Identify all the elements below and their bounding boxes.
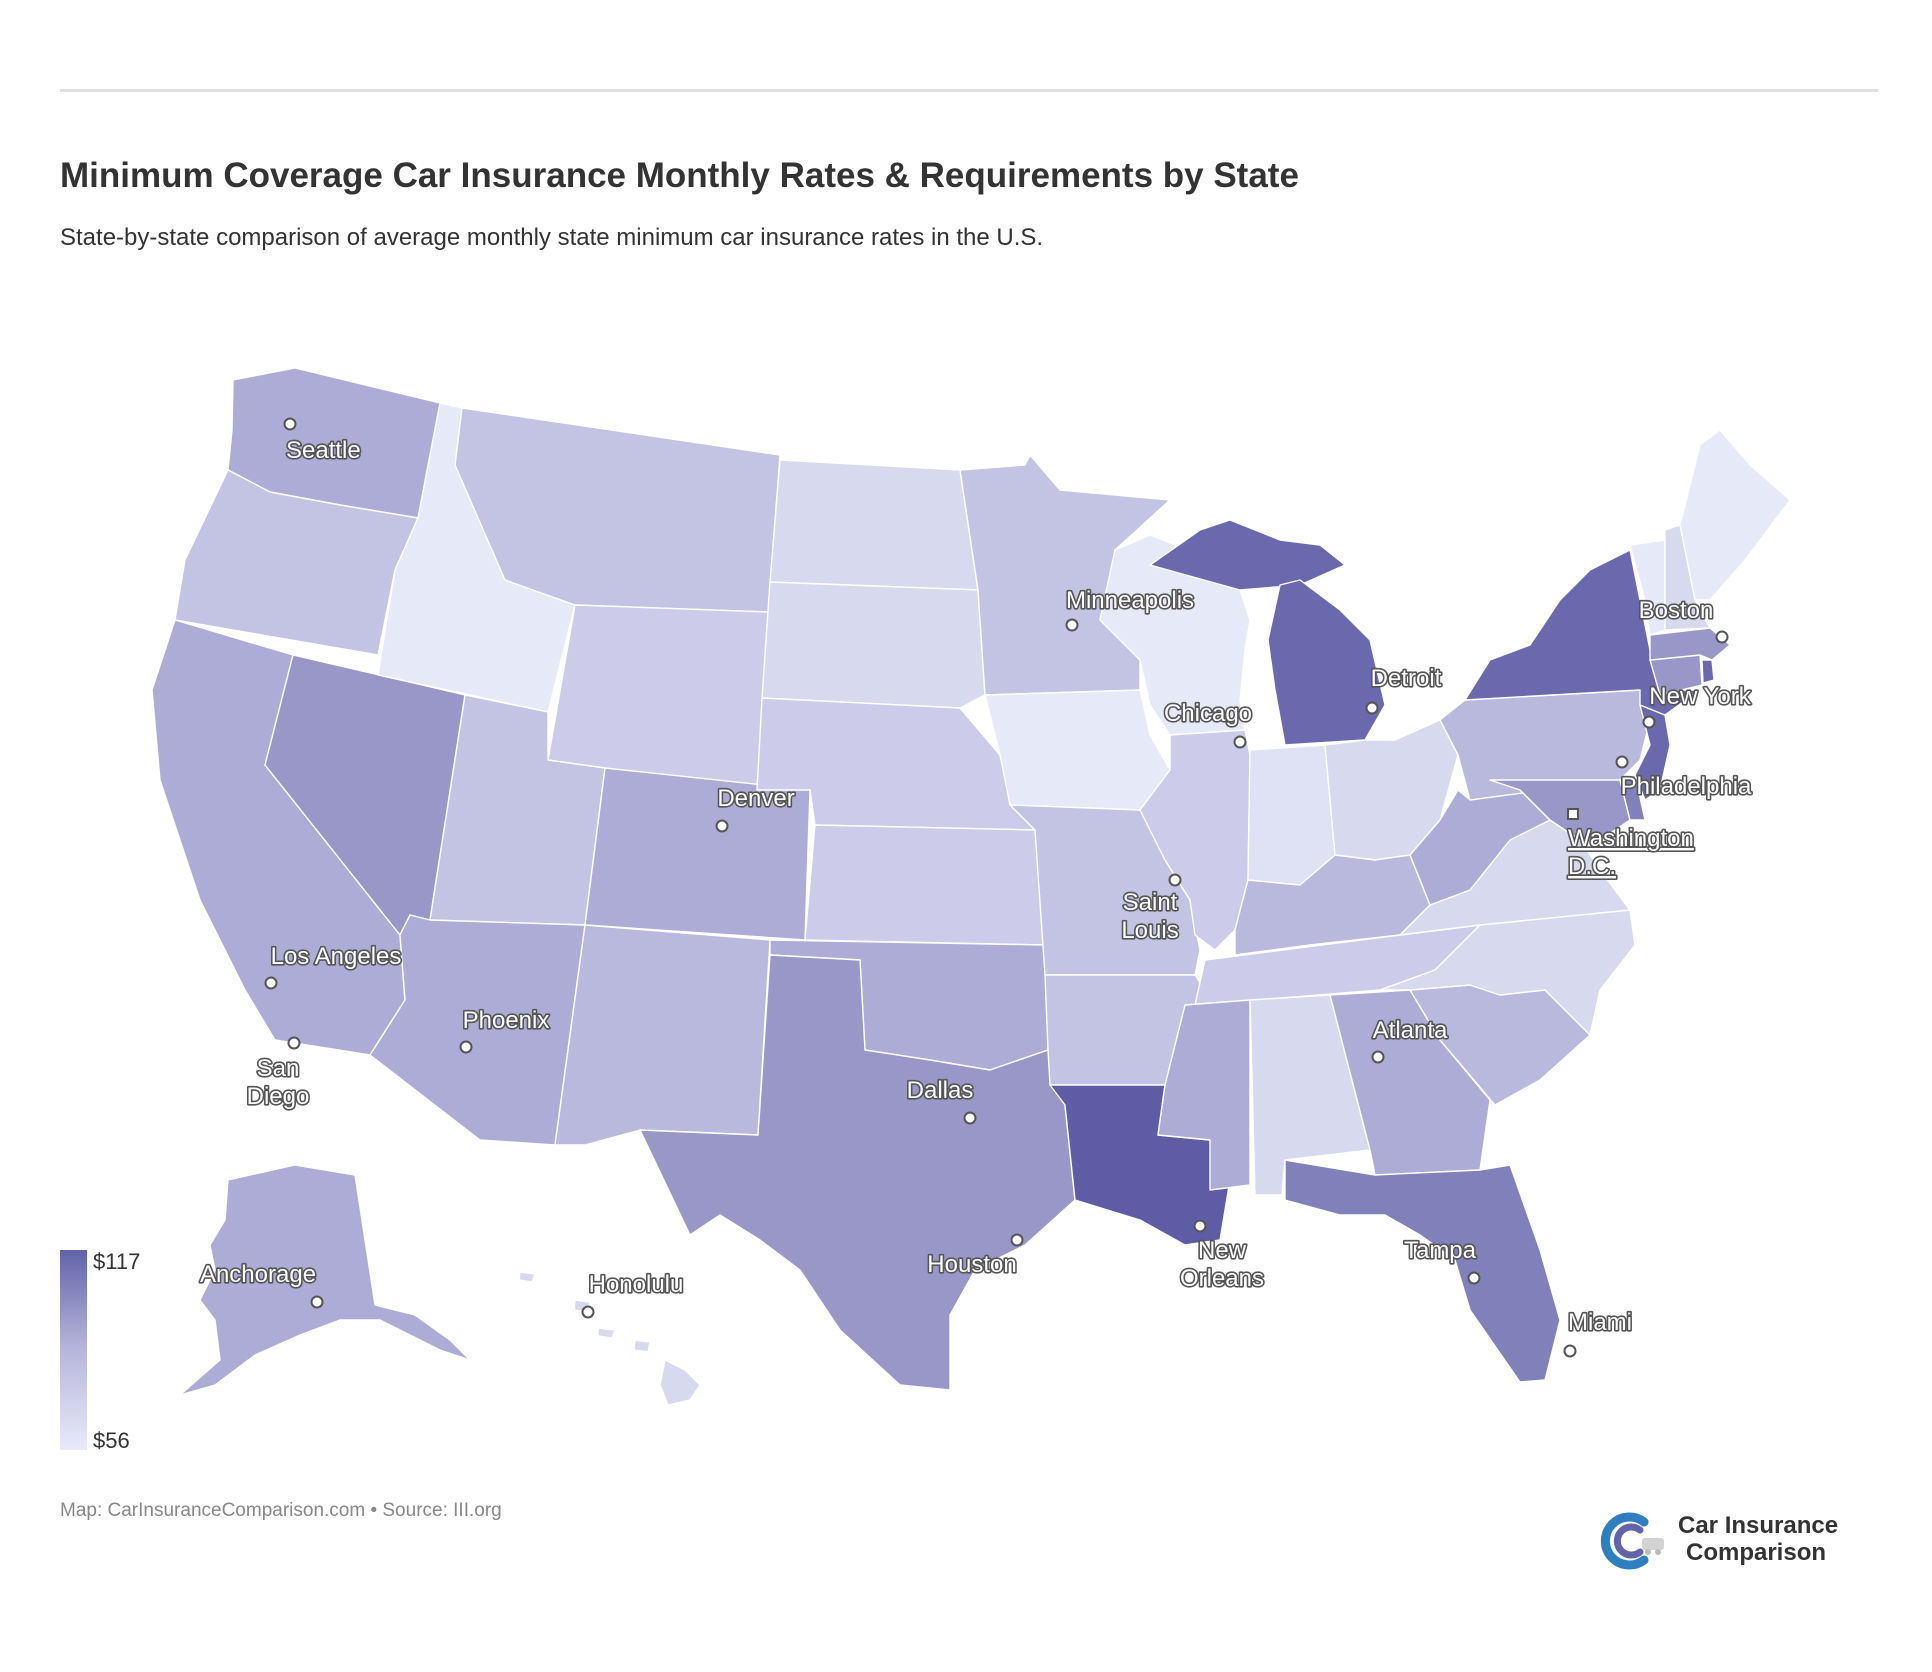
city-label-philadelphia: Philadelphia bbox=[1621, 773, 1752, 800]
city-label-atlanta: Atlanta bbox=[1373, 1017, 1448, 1044]
city-marker-boston[interactable] bbox=[1715, 630, 1729, 644]
state-hawaii[interactable] bbox=[518, 1271, 701, 1406]
state-new-hampshire[interactable] bbox=[1664, 524, 1711, 631]
state-north-dakota[interactable] bbox=[769, 459, 979, 591]
city-marker-honolulu[interactable] bbox=[581, 1305, 595, 1319]
city-label-new-orleans: New Orleans bbox=[1180, 1237, 1264, 1292]
legend-color-scale bbox=[60, 1250, 87, 1450]
legend-max-label: $117 bbox=[93, 1249, 141, 1274]
state-texas[interactable] bbox=[639, 954, 1076, 1391]
city-label-dallas: Dallas bbox=[907, 1077, 974, 1104]
car-insurance-comparison-logo-icon bbox=[1600, 1512, 1664, 1570]
city-marker-dallas[interactable] bbox=[963, 1111, 977, 1125]
city-marker-miami[interactable] bbox=[1563, 1344, 1577, 1358]
state-florida[interactable] bbox=[1284, 1159, 1561, 1383]
city-marker-washington-d-c[interactable] bbox=[1567, 808, 1579, 820]
city-marker-philadelphia[interactable] bbox=[1615, 755, 1629, 769]
city-marker-anchorage[interactable] bbox=[310, 1295, 324, 1309]
state-illinois[interactable] bbox=[1139, 729, 1251, 951]
state-kansas[interactable] bbox=[804, 824, 1046, 946]
city-marker-los-angeles[interactable] bbox=[264, 976, 278, 990]
state-new-mexico[interactable] bbox=[554, 924, 771, 1146]
state-michigan-lower[interactable] bbox=[1267, 579, 1386, 746]
city-label-new-york: New York bbox=[1649, 683, 1751, 710]
city-label-tampa: Tampa bbox=[1404, 1237, 1477, 1264]
state-mississippi[interactable] bbox=[1157, 999, 1251, 1191]
state-south-dakota[interactable] bbox=[761, 581, 986, 709]
city-label-los-angeles: Los Angeles bbox=[271, 943, 402, 970]
state-alaska[interactable] bbox=[179, 1164, 471, 1396]
page-subtitle: State-by-state comparison of average mon… bbox=[60, 224, 1044, 251]
city-label-miami: Miami bbox=[1568, 1309, 1632, 1336]
state-rhode-island[interactable] bbox=[1701, 659, 1715, 684]
state-iowa[interactable] bbox=[984, 689, 1171, 811]
source-credit: Map: CarInsuranceComparison.com • Source… bbox=[60, 1500, 502, 1521]
city-marker-atlanta[interactable] bbox=[1371, 1050, 1385, 1064]
city-label-denver: Denver bbox=[717, 785, 794, 812]
city-label-boston: Boston bbox=[1639, 597, 1714, 624]
city-label-saint-louis: Saint Louis bbox=[1121, 889, 1178, 944]
state-michigan-upper[interactable] bbox=[1149, 519, 1346, 591]
city-label-minneapolis: Minneapolis bbox=[1066, 587, 1194, 614]
city-label-honolulu: Honolulu bbox=[589, 1271, 684, 1298]
legend-min-label: $56 bbox=[93, 1428, 130, 1453]
state-new-york[interactable] bbox=[1464, 549, 1701, 716]
city-marker-tampa[interactable] bbox=[1467, 1271, 1481, 1285]
city-marker-seattle[interactable] bbox=[283, 417, 297, 431]
top-divider bbox=[60, 89, 1878, 92]
city-marker-houston[interactable] bbox=[1010, 1233, 1024, 1247]
site-logo[interactable]: Car Insurance Comparison bbox=[1600, 1508, 1900, 1574]
city-marker-new-york[interactable] bbox=[1642, 715, 1656, 729]
city-marker-saint-louis[interactable] bbox=[1168, 873, 1182, 887]
city-marker-san-diego[interactable] bbox=[287, 1036, 301, 1050]
city-marker-detroit[interactable] bbox=[1365, 701, 1379, 715]
city-label-detroit: Detroit bbox=[1371, 665, 1442, 692]
city-marker-denver[interactable] bbox=[715, 819, 729, 833]
city-marker-phoenix[interactable] bbox=[459, 1040, 473, 1054]
city-marker-chicago[interactable] bbox=[1233, 735, 1247, 749]
city-label-seattle: Seattle bbox=[286, 437, 361, 464]
state-maine[interactable] bbox=[1679, 429, 1791, 601]
state-wyoming[interactable] bbox=[547, 604, 769, 791]
city-marker-minneapolis[interactable] bbox=[1065, 618, 1079, 632]
city-label-houston: Houston bbox=[927, 1251, 1016, 1278]
state-delaware[interactable] bbox=[1619, 774, 1646, 821]
state-north-carolina[interactable] bbox=[1379, 909, 1636, 1036]
city-label-chicago: Chicago bbox=[1164, 700, 1252, 727]
state-vermont[interactable] bbox=[1629, 539, 1666, 636]
logo-line-2: Comparison bbox=[1686, 1539, 1827, 1566]
state-new-jersey[interactable] bbox=[1634, 704, 1671, 801]
city-marker-new-orleans[interactable] bbox=[1193, 1219, 1207, 1233]
page-title: Minimum Coverage Car Insurance Monthly R… bbox=[60, 156, 1299, 195]
city-label-san-diego: San Diego bbox=[247, 1055, 310, 1110]
city-label-washington-d-c: Washington D.C. bbox=[1568, 825, 1694, 880]
city-label-phoenix: Phoenix bbox=[463, 1007, 550, 1034]
logo-line-1: Car Insurance bbox=[1678, 1512, 1839, 1539]
city-label-anchorage: Anchorage bbox=[200, 1261, 316, 1288]
